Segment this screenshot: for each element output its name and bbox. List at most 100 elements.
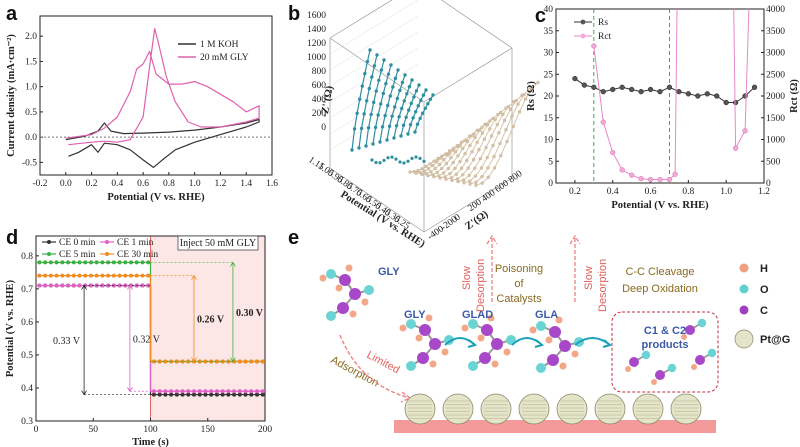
oxygen-atom	[536, 321, 546, 331]
ce-point-2	[60, 260, 65, 265]
eis-point-tan	[462, 181, 466, 185]
legend-atom-1	[739, 284, 749, 294]
eis-point-tan	[523, 97, 528, 101]
y-tick-label-left-c: 30	[544, 49, 554, 59]
eis-point-teal	[401, 123, 406, 127]
eis-point-tan	[480, 181, 484, 185]
eis-point-teal	[386, 72, 391, 76]
eis-point-tan	[489, 134, 494, 138]
ce-point-1	[151, 389, 156, 394]
y-tick-label-left-c: 40	[544, 5, 554, 15]
rs-point	[704, 91, 710, 97]
oxygen-atom	[707, 348, 717, 358]
ce-point-2	[71, 260, 76, 265]
label-gly-free: GLY	[378, 266, 400, 278]
oxygen-atom	[326, 269, 336, 279]
box-edge-8	[423, 47, 513, 103]
panel-label-c: c	[535, 5, 546, 27]
x-tick-label-c: 0.6	[645, 187, 657, 197]
legend-label-a-0: 1 M KOH	[200, 40, 239, 50]
ce-point-3	[214, 359, 219, 364]
eis-point-teal	[360, 84, 364, 88]
eis-point-teal	[358, 97, 362, 101]
y-tick-label-right-c: 1500	[766, 114, 785, 124]
eis-trace-teal	[358, 54, 378, 149]
eis-point-teal	[386, 103, 390, 108]
rct-point	[591, 43, 597, 49]
panel-label-a: a	[6, 3, 18, 25]
hydrogen-atom	[399, 324, 407, 332]
rct-point	[638, 176, 644, 182]
eis-point-teal	[408, 123, 413, 127]
rct-point	[600, 119, 606, 125]
ce-point-3	[260, 359, 265, 364]
eis-point-teal	[370, 75, 374, 79]
ce-point-1	[186, 389, 191, 394]
catalyst-sphere	[670, 393, 702, 425]
z-tick-label-b: 0	[321, 123, 326, 133]
ce-point-0	[192, 392, 197, 397]
y-tick-label-d: 0.8	[21, 252, 33, 262]
eis-point-teal	[390, 155, 394, 159]
ce-point-1	[209, 389, 214, 394]
ce-point-1	[249, 389, 254, 394]
x-tick-label-a: 0.6	[137, 179, 149, 189]
annotation-box-d	[177, 235, 259, 251]
eis-point-tan	[473, 135, 477, 139]
y-tick-label-left-c: 5	[548, 157, 553, 167]
eis-point-tan	[498, 110, 503, 115]
grid-line-b	[329, 47, 419, 103]
eis-point-tan	[465, 139, 470, 144]
eis-point-tan	[493, 118, 497, 122]
y-tick-label-left-c: 35	[544, 27, 554, 37]
eis-point-tan	[463, 138, 467, 143]
oxygen-atom	[406, 361, 416, 371]
catalyst-sphere	[442, 393, 474, 425]
x-tick-label-a: 0.0	[60, 179, 72, 189]
eis-point-teal	[375, 53, 379, 57]
ce-point-0	[169, 392, 174, 397]
ce-point-2	[83, 260, 88, 265]
hydrogen-atom	[625, 366, 631, 372]
ce-point-3	[43, 273, 48, 278]
eis-point-tan	[420, 172, 424, 177]
eis-point-teal	[372, 64, 377, 68]
ce-point-3	[243, 359, 248, 364]
ce-point-1	[66, 283, 71, 288]
eis-point-teal	[407, 85, 412, 89]
eis-point-tan	[505, 139, 509, 144]
x-axis-label-a: Potential (V vs. RHE)	[107, 192, 205, 203]
eis-point-tan	[459, 166, 464, 170]
eis-point-teal	[431, 93, 435, 97]
box-edge-1	[423, 177, 513, 233]
box-edge-5	[329, 0, 393, 39]
y-axis-label-d: Potential (V vs. RHE)	[5, 279, 16, 377]
ce-point-2	[94, 260, 99, 265]
eis-point-tan	[491, 143, 495, 148]
rct-point	[742, 128, 748, 134]
ce-point-3	[77, 273, 82, 278]
carbon-atom	[559, 340, 571, 352]
eis-point-teal	[413, 130, 417, 134]
eis-point-teal	[406, 132, 410, 136]
grid-line-b	[329, 63, 419, 119]
ce-point-3	[88, 273, 93, 278]
ce-point-1	[157, 389, 162, 394]
x-tick-label-a: -0.2	[32, 179, 47, 189]
ce-point-1	[48, 283, 53, 288]
legend-marker-d-0	[47, 240, 51, 244]
rs-point	[647, 86, 654, 93]
eis-point-teal	[388, 94, 392, 98]
panel-label-e: e	[288, 227, 299, 249]
ce-point-1	[180, 389, 185, 394]
rs-point	[572, 75, 578, 82]
carbon-atom	[419, 324, 431, 336]
y-tick-label-right-c: 3000	[766, 49, 785, 59]
oxygen-atom	[697, 318, 707, 328]
eis-point-tan	[444, 177, 448, 181]
ce-point-2	[129, 260, 134, 265]
eis-point-teal	[397, 115, 401, 119]
eis-point-tan	[471, 157, 476, 162]
ce-point-0	[186, 392, 191, 397]
hydrogen-atom	[529, 326, 537, 334]
